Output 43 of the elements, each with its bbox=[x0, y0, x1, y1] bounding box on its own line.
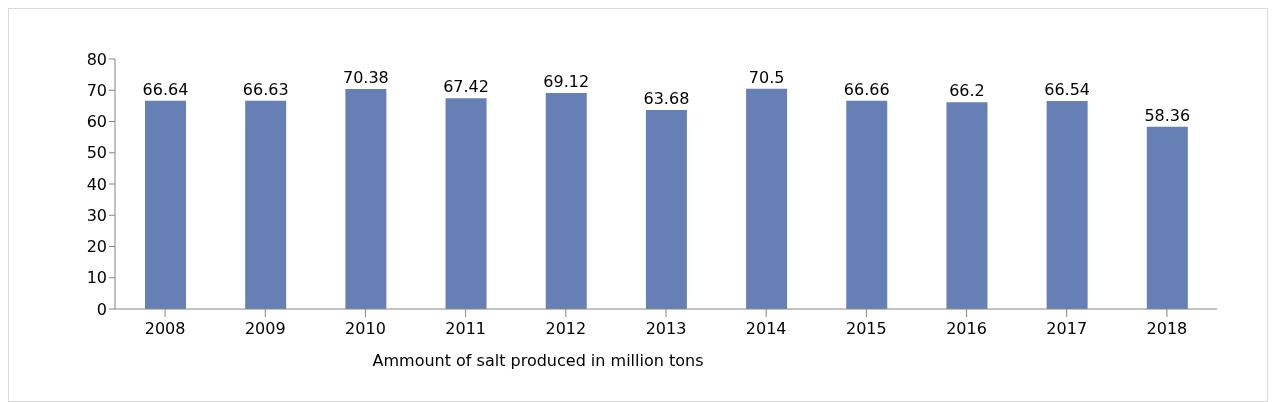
data-label: 67.42 bbox=[443, 77, 489, 97]
y-tick-label: 10 bbox=[86, 268, 107, 288]
x-tick-label: 2015 bbox=[846, 319, 887, 339]
bar bbox=[1146, 126, 1188, 309]
x-tick-label: 2014 bbox=[745, 319, 787, 339]
y-tick-label: 60 bbox=[86, 112, 107, 132]
bar bbox=[445, 98, 487, 309]
bar bbox=[946, 102, 988, 309]
y-tick-label: 0 bbox=[96, 299, 107, 319]
bar bbox=[1046, 101, 1088, 309]
x-tick-label: 2009 bbox=[244, 319, 286, 339]
y-tick-label: 40 bbox=[86, 174, 107, 194]
y-tick-label: 30 bbox=[86, 205, 107, 225]
x-tick-label: 2010 bbox=[345, 319, 386, 339]
data-label: 66.54 bbox=[1044, 80, 1091, 100]
bar bbox=[746, 88, 788, 309]
x-tick-label: 2018 bbox=[1146, 319, 1188, 339]
x-tick-label: 2013 bbox=[645, 319, 687, 339]
y-tick-label: 80 bbox=[86, 49, 107, 69]
x-tick-label: 2017 bbox=[1046, 319, 1088, 339]
data-label: 58.36 bbox=[1144, 105, 1191, 125]
x-tick-label: 2016 bbox=[946, 319, 987, 339]
x-tick-label: 2008 bbox=[144, 319, 186, 339]
data-label: 63.68 bbox=[643, 89, 690, 108]
x-tick-label: 2012 bbox=[545, 319, 587, 339]
x-tick-label: 2011 bbox=[445, 319, 486, 339]
data-label: 66.2 bbox=[949, 81, 985, 101]
data-label: 66.63 bbox=[242, 79, 289, 99]
y-tick-label: 70 bbox=[86, 80, 107, 100]
data-label: 69.12 bbox=[543, 72, 590, 91]
data-label: 66.64 bbox=[142, 79, 189, 99]
bar bbox=[245, 100, 287, 309]
data-label: 70.38 bbox=[342, 68, 389, 88]
x-axis-title: Ammount of salt produced in million tons bbox=[371, 351, 705, 370]
y-tick-label: 50 bbox=[86, 143, 107, 163]
data-label: 66.66 bbox=[843, 79, 890, 99]
bar bbox=[645, 110, 687, 309]
data-label: 70.5 bbox=[748, 67, 785, 87]
bar bbox=[145, 100, 186, 309]
bar bbox=[345, 89, 387, 309]
bar bbox=[545, 93, 587, 309]
bar bbox=[846, 100, 888, 309]
y-tick-label: 20 bbox=[86, 237, 107, 257]
